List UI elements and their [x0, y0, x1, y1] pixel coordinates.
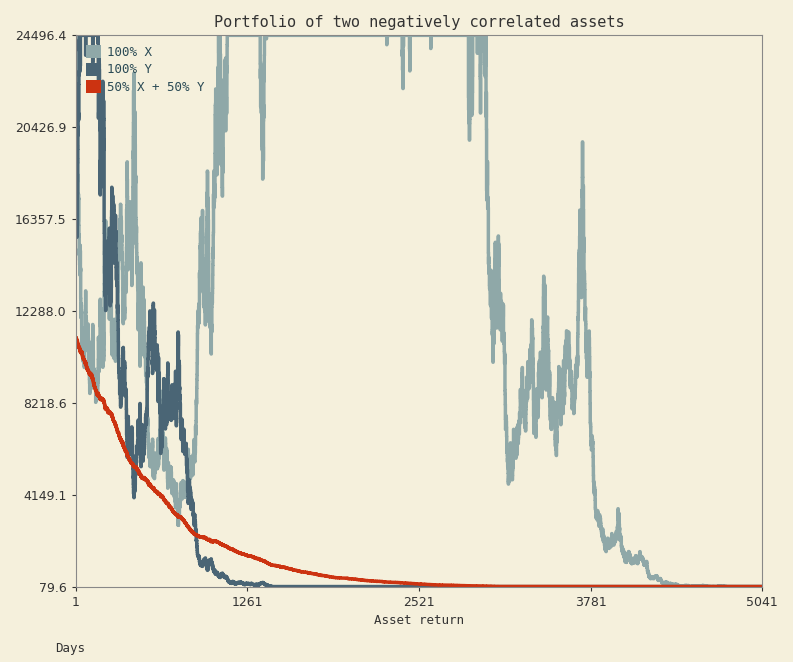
Line: 100% X: 100% X: [75, 35, 762, 587]
100% Y: [722, 583, 731, 591]
100% X: [690, 582, 699, 590]
Line: 50% X + 50% Y: 50% X + 50% Y: [75, 337, 762, 587]
50% X + 50% Y: [385, 578, 394, 586]
100% Y: [519, 583, 528, 591]
100% X: [71, 125, 80, 133]
50% X + 50% Y: [690, 583, 699, 591]
100% Y: [690, 583, 699, 591]
100% X: [757, 583, 767, 591]
100% Y: [757, 583, 767, 591]
100% X: [687, 583, 696, 591]
100% X: [394, 31, 404, 39]
100% X: [722, 583, 731, 591]
50% X + 50% Y: [394, 579, 404, 587]
50% X + 50% Y: [519, 583, 528, 591]
100% Y: [75, 31, 84, 39]
50% X + 50% Y: [496, 583, 506, 591]
100% X: [385, 31, 394, 39]
Text: Days: Days: [56, 642, 86, 655]
Legend: 100% X, 100% Y, 50% X + 50% Y: 100% X, 100% Y, 50% X + 50% Y: [82, 42, 208, 97]
100% Y: [385, 583, 394, 591]
100% X: [668, 581, 677, 589]
50% X + 50% Y: [668, 583, 677, 591]
100% X: [519, 391, 528, 399]
50% X + 50% Y: [722, 583, 731, 591]
50% X + 50% Y: [71, 333, 80, 341]
100% X: [72, 31, 82, 39]
Title: Portfolio of two negatively correlated assets: Portfolio of two negatively correlated a…: [213, 15, 624, 30]
100% Y: [395, 583, 404, 591]
X-axis label: Asset return: Asset return: [374, 614, 464, 627]
100% Y: [71, 152, 80, 160]
Line: 100% Y: 100% Y: [75, 35, 762, 587]
50% X + 50% Y: [757, 583, 767, 591]
100% Y: [267, 583, 277, 591]
100% Y: [668, 583, 677, 591]
